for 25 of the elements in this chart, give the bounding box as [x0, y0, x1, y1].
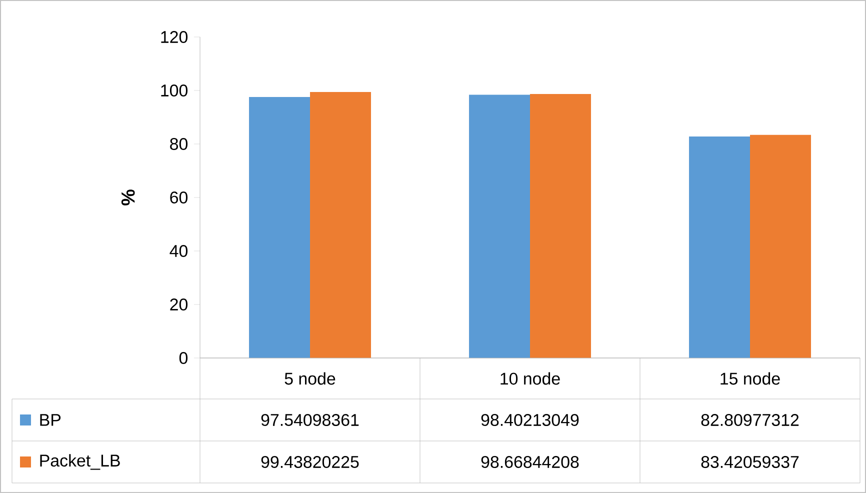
legend-label: Packet_LB: [40, 454, 120, 470]
y-axis-title: %: [121, 190, 135, 206]
bar: [469, 94, 530, 358]
bar: [310, 92, 372, 358]
bar: [530, 94, 592, 358]
data-label: 98.66844208: [481, 456, 579, 468]
x-tick-label: 10 node: [500, 372, 560, 385]
bar: [750, 134, 812, 358]
legend-label: BP: [40, 414, 61, 426]
y-tick-label: 40: [170, 244, 188, 257]
y-tick-label: 80: [170, 138, 188, 150]
data-label: 83.42059337: [701, 456, 799, 468]
bar: [249, 97, 310, 358]
x-tick-label: 5 node: [284, 372, 336, 385]
y-tick-label: 60: [170, 191, 188, 204]
data-label: 82.80977312: [701, 414, 799, 426]
x-tick-label: 15 node: [720, 372, 780, 385]
data-label: 97.54098361: [261, 414, 359, 426]
y-tick-label: 0: [179, 352, 188, 364]
y-tick-label: 120: [161, 30, 188, 43]
y-tick-label: 20: [170, 298, 188, 310]
data-label: 98.40213049: [481, 414, 579, 426]
bar: [689, 136, 750, 358]
y-tick-label: 100: [161, 84, 188, 96]
data-label: 99.43820225: [261, 456, 359, 468]
